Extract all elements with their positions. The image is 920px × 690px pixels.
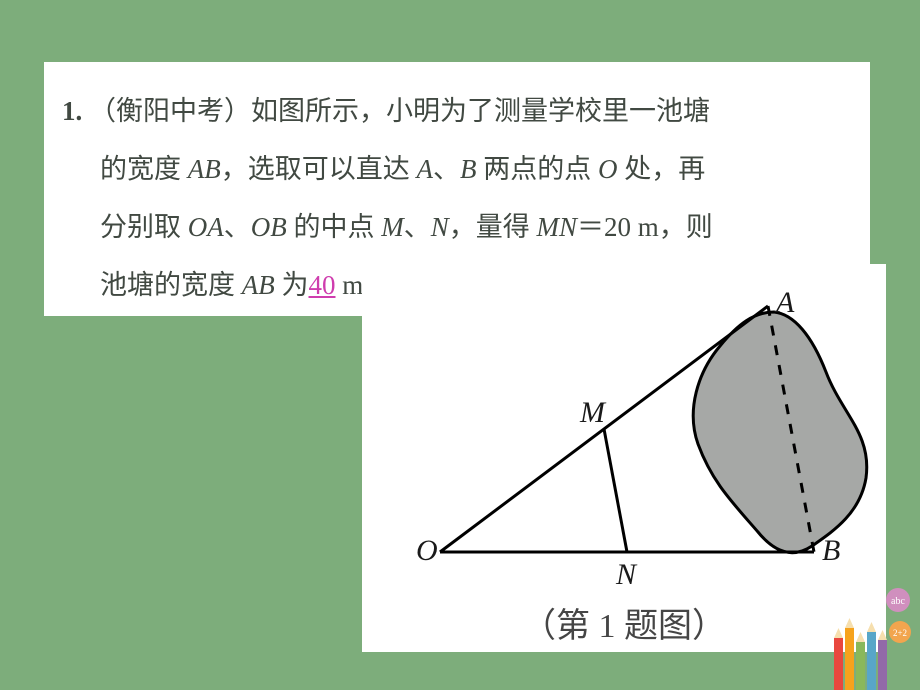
l3-eq: ＝20 m，则 — [577, 212, 713, 242]
l2-a: A — [417, 154, 434, 184]
l4a: 池塘的宽度 — [100, 270, 242, 300]
l2d: 处，再 — [618, 154, 706, 184]
svg-text:2+2: 2+2 — [893, 628, 907, 638]
problem-line-1: 1. （衡阳中考）如图所示，小明为了测量学校里一池塘 — [62, 82, 842, 140]
l3-m: M — [381, 212, 404, 242]
l2c: 两点的点 — [477, 154, 599, 184]
l2a: 的宽度 — [100, 154, 188, 184]
triangle-diagram: O A B M N — [362, 264, 886, 594]
l4b: 为 — [275, 270, 309, 300]
label-o: O — [416, 534, 438, 567]
l3-sep2: 、 — [404, 212, 431, 242]
problem-line-3: 分别取 OA、OB 的中点 M、N，量得 MN＝20 m，则 — [62, 198, 842, 256]
source-close: ） — [224, 96, 251, 126]
label-a: A — [774, 286, 795, 319]
source-text: 衡阳中考 — [116, 96, 224, 126]
l2-sep: 、 — [433, 154, 460, 184]
l2-b2: B — [460, 154, 477, 184]
l3a: 分别取 — [100, 212, 188, 242]
label-b: B — [822, 534, 840, 567]
pond-shape — [693, 312, 867, 553]
l3c: ，量得 — [449, 212, 537, 242]
diagram-card: O A B M N （第 1 题图） — [362, 264, 886, 652]
label-m: M — [579, 396, 607, 429]
l3-n: N — [431, 212, 449, 242]
source-open: （ — [89, 96, 116, 126]
l4-ab: AB — [242, 270, 275, 300]
edge-mn — [604, 429, 627, 552]
l2-o: O — [598, 154, 618, 184]
diagram-caption: （第 1 题图） — [362, 598, 886, 647]
problem-line-2: 的宽度 AB，选取可以直达 A、B 两点的点 O 处，再 — [62, 140, 842, 198]
label-n: N — [615, 558, 638, 591]
pencil-decoration-icon: abc 2+2 — [832, 570, 914, 690]
l3-mn: MN — [537, 212, 578, 242]
l2-ab: AB — [188, 154, 221, 184]
line1-rest: 如图所示，小明为了测量学校里一池塘 — [251, 96, 710, 126]
l2b: ，选取可以直达 — [221, 154, 417, 184]
l3-ob: OB — [251, 212, 287, 242]
question-number: 1. — [62, 96, 82, 126]
l3-sep: 、 — [224, 212, 251, 242]
l3-oa: OA — [188, 212, 224, 242]
answer-value: 40 — [309, 270, 336, 300]
svg-text:abc: abc — [891, 596, 905, 607]
l3b: 的中点 — [287, 212, 382, 242]
